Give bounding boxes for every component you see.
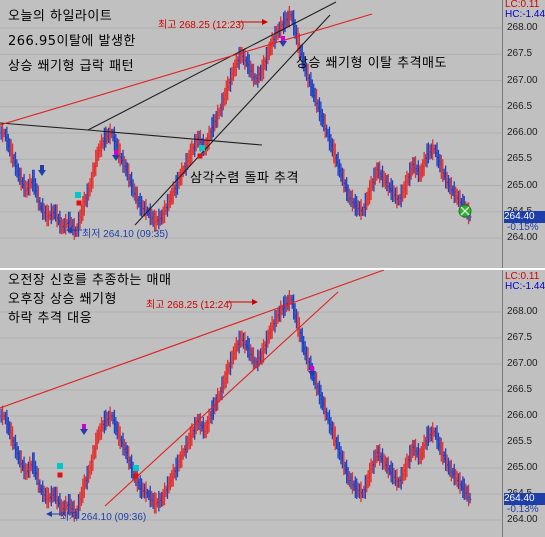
y-tick-label: 268.00 [507,306,538,317]
annotation-breakout: 상승 쐐기형 이탈 추격매도 [296,56,447,71]
buy-signal-marker [133,473,139,479]
y-tick-label: 266.00 [507,127,538,138]
high-arrow-icon-bottom [252,299,258,305]
long-trendline-top [0,13,373,126]
sell-arrow-icon [308,371,316,377]
low-label-top: 최저 264.10 (09:35) [82,229,169,240]
last-change-bottom: -0.13% [507,504,539,516]
y-tick-label: 264.00 [507,514,538,525]
y-tick-label: 268.00 [507,22,538,33]
signal-marker [82,424,86,429]
exit-signal-cross [460,206,470,216]
header-lc-bottom: LC:0.11 [505,271,540,282]
resistance-line-top [87,129,263,146]
signal-marker [310,366,314,371]
high-arrow-icon-top [262,19,268,25]
buy-signal-marker [133,465,139,471]
y-tick-label: 266.5 [507,100,533,112]
annotation-title-top-1: 오늘의 하일라이트 [8,9,113,24]
sell-arrow-icon [279,41,287,47]
y-tick-label: 267.5 [507,48,533,60]
annotation-title-bottom-1: 오전장 신호를 추종하는 매매 [8,273,172,288]
buy-signal-marker [57,463,63,469]
plot-area-bottom[interactable]: 오전장 신호를 추종하는 매매 오후장 상승 쐐기형 하락 추격 대응 최고 2… [0,270,502,537]
y-axis-bottom: LC:0.11 HC:-1.44 264.00264.5265.00265.52… [502,270,545,537]
y-tick-label: 266.00 [507,410,538,421]
buy-signal-marker [197,153,203,159]
panel-divider [0,268,545,270]
price-chart-bottom [0,270,502,522]
sell-arrow-icon [112,155,120,161]
buy-signal-marker [57,472,63,478]
buy-signal-marker [75,192,81,198]
y-tick-label: 265.5 [507,153,533,165]
annotation-triangle: 삼각수렴 돌파 추격 [190,171,299,186]
signal-marker [40,165,44,170]
wedge-upper-line [87,1,337,131]
y-tick-label: 267.00 [507,358,538,369]
low-label-bottom: 최저 264.10 (09:36) [60,512,147,523]
y-tick-label: 267.00 [507,74,538,86]
plot-area-top[interactable]: 오늘의 하일라이트 266.95이탈에 발생한 상승 쐐기형 급락 패턴 상승 … [0,0,502,268]
header-lc-top: LC:0.11 [505,0,540,10]
y-tick-label: 264.00 [507,232,538,243]
support-line-top [0,122,89,131]
annotation-title-top-2: 266.95이탈에 발생한 [8,34,136,49]
header-hc-bottom: HC:-1.44 [505,281,545,292]
high-label-top: 최고 268.25 (12:23) [158,20,245,31]
sell-arrow-icon [38,170,46,176]
y-axis-top: LC:0.11 HC:-1.44 264.00264.5265.00265.52… [502,0,545,268]
buy-signal-marker [199,145,205,151]
chart-panel-top: 오늘의 하일라이트 266.95이탈에 발생한 상승 쐐기형 급락 패턴 상승 … [0,0,545,268]
annotation-title-bottom-3: 하락 추격 대응 [8,311,93,326]
last-price-box-top: 264.40 [504,211,545,223]
y-tick-label: 267.5 [507,332,533,343]
high-label-bottom: 최고 268.25 (12:24) [146,300,233,311]
y-tick-label: 265.5 [507,436,533,447]
wedge-lower-line [134,14,331,226]
chart-panel-bottom: 오전장 신호를 추종하는 매매 오후장 상승 쐐기형 하락 추격 대응 최고 2… [0,270,545,537]
last-change-top: -0.15% [507,222,539,233]
low-arrow-icon-top [66,227,72,233]
long-trendline-bottom [0,270,385,409]
annotation-title-top-3: 상승 쐐기형 급락 패턴 [8,59,135,74]
signal-marker [281,36,285,41]
signal-marker [114,150,118,155]
y-tick-label: 265.00 [507,462,538,473]
low-arrow-icon-bottom [46,511,52,517]
sell-arrow-icon [80,429,88,435]
last-price-box-bottom: 264.40 [504,493,545,506]
header-hc-top: HC:-1.44 [505,9,545,20]
price-chart-top [0,1,502,240]
buy-signal-marker [76,200,82,206]
y-tick-label: 265.00 [507,179,538,191]
y-tick-label: 266.5 [507,384,533,395]
annotation-title-bottom-2: 오후장 상승 쐐기형 [8,292,117,307]
wedge-lower-line-bottom [104,291,339,507]
